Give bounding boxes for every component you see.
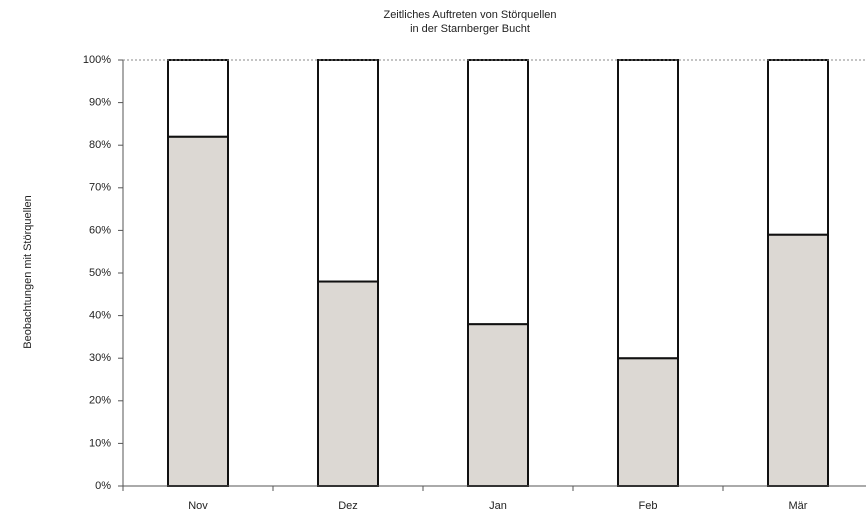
y-tick-label: 0%: [95, 480, 111, 492]
bar-segment: [467, 59, 529, 326]
chart-title: Zeitliches Auftreten von Störquellen: [383, 9, 556, 21]
y-tick-label: 60%: [89, 224, 111, 236]
y-tick-label: 50%: [89, 267, 111, 279]
bar-segment: [317, 280, 379, 487]
bar-segment: [767, 233, 829, 487]
bar-segment: [617, 59, 679, 360]
bar-segment: [767, 59, 829, 236]
bar-segment: [317, 59, 379, 283]
x-tick-label: Dez: [338, 500, 358, 512]
x-tick-label: Mär: [789, 500, 808, 512]
y-tick-label: 70%: [89, 182, 111, 194]
y-tick-label: 90%: [89, 97, 111, 109]
bar-segment: [167, 135, 229, 487]
y-tick-label: 10%: [89, 437, 111, 449]
bar-segment: [617, 357, 679, 488]
bar-segment: [467, 323, 529, 487]
y-tick-label: 40%: [89, 310, 111, 322]
y-tick-label: 30%: [89, 352, 111, 364]
y-tick-label: 100%: [83, 54, 111, 66]
chart-subtitle: in der Starnberger Bucht: [410, 23, 530, 35]
x-tick-label: Feb: [639, 500, 658, 512]
x-tick-label: Jan: [489, 500, 507, 512]
x-tick-label: Nov: [188, 500, 208, 512]
bar-segment: [167, 59, 229, 138]
y-axis-label: Beobachtungen mit Störquellen: [22, 195, 34, 349]
y-tick-label: 20%: [89, 395, 111, 407]
y-tick-label: 80%: [89, 139, 111, 151]
